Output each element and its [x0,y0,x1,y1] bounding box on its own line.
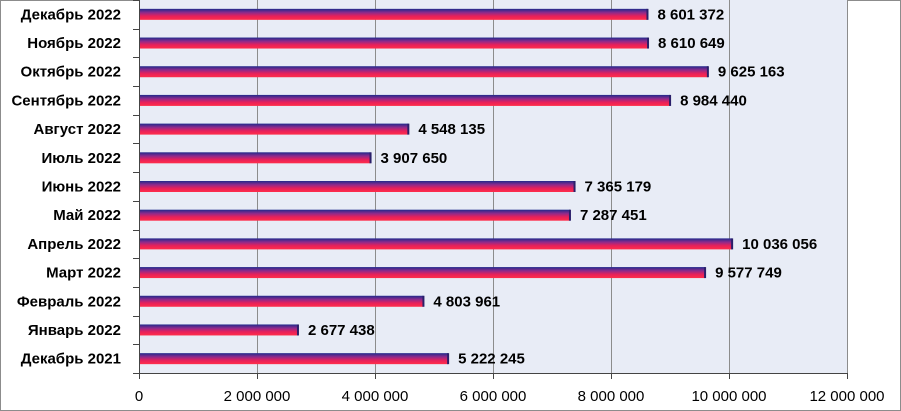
x-tick-label: 2 000 000 [224,388,291,405]
bar-edge [706,66,709,78]
data-label: 4 548 135 [418,121,485,138]
bar [140,324,298,336]
data-label: 10 036 056 [742,236,817,253]
bar-edge [447,353,450,365]
x-tick-label: 10 000 000 [691,388,766,405]
category-label: Апрель 2022 [27,236,121,253]
bar [140,8,648,20]
bar [140,123,409,135]
data-label: 8 601 372 [657,6,724,23]
bar [140,209,570,221]
data-label: 3 907 650 [381,150,448,167]
data-label: 5 222 245 [458,351,525,368]
x-tick-label: 8 000 000 [578,388,645,405]
bar-edge [369,152,372,164]
x-tick-label: 6 000 000 [460,388,527,405]
bar-edge [669,94,672,106]
category-label: Март 2022 [46,265,121,282]
category-label: Февраль 2022 [17,293,121,310]
data-label: 8 984 440 [680,92,747,109]
category-label: Октябрь 2022 [21,64,121,81]
bar [140,181,575,192]
bar-edge [646,8,649,20]
category-label: Июнь 2022 [42,179,121,196]
category-label: Май 2022 [53,207,121,224]
bar-edge [647,37,650,49]
bar [140,94,671,106]
data-label: 9 577 749 [715,265,782,282]
bar-edge [407,123,410,135]
data-label: 8 610 649 [658,35,725,52]
bar-edge [704,267,707,279]
data-label: 7 365 179 [585,179,652,196]
x-tick-label: 12 000 000 [809,388,884,405]
category-label: Январь 2022 [28,322,121,339]
bar-edge [731,238,734,250]
bar [140,238,733,250]
x-tick-label: 4 000 000 [342,388,409,405]
category-label: Ноябрь 2022 [27,35,121,52]
category-label: Июль 2022 [41,150,121,167]
data-labels: 8 601 372 8 610 649 9 625 163 8 984 440 4 54… [308,6,817,367]
data-label: 7 287 451 [580,207,647,224]
data-label: 4 803 961 [433,293,500,310]
bar [140,37,649,49]
category-label: Сентябрь 2022 [11,92,121,109]
bar-edge [568,209,571,221]
x-tick-labels: 0 2 000 000 4 000 000 6 000 000 8 000 000 10 … [135,388,885,405]
x-tick-label: 0 [135,388,143,405]
bars [140,8,734,365]
data-label: 2 677 438 [308,322,375,339]
category-label: Декабрь 2022 [21,6,121,23]
category-label: Декабрь 2021 [21,351,121,368]
bar [140,353,449,365]
category-label: Август 2022 [34,121,122,138]
bar-edge [422,295,425,307]
bar [140,152,371,164]
bar [140,295,424,307]
data-label: 9 625 163 [718,64,785,81]
bar [140,267,706,279]
bar-edge [573,181,576,192]
bar-edge [296,324,299,336]
bar [140,66,708,78]
category-labels: Декабрь 2022 Ноябрь 2022 Октябрь 2022 Сентя… [11,6,121,367]
